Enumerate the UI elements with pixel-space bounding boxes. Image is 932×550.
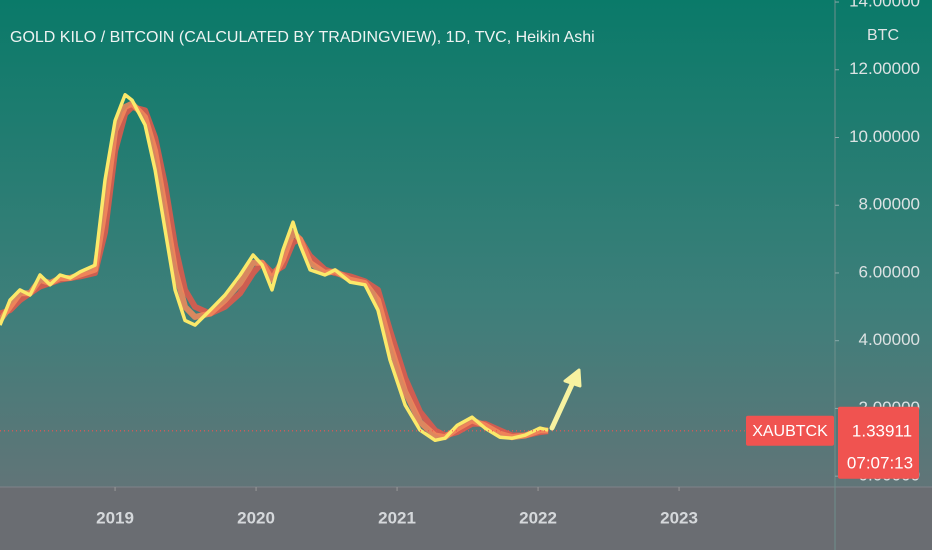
symbol-badge [746, 415, 834, 446]
countdown-label: 07:07:13 [847, 453, 913, 472]
chart-title: GOLD KILO / BITCOIN (CALCULATED BY TRADI… [10, 29, 595, 46]
x-tick-label: 2021 [378, 508, 416, 527]
y-unit: BTC [867, 27, 899, 44]
price-label: 1.33911 [852, 421, 912, 440]
y-tick-label: 10.00000 [849, 127, 920, 146]
arrow-head [563, 368, 582, 388]
x-tick-label: 2019 [96, 508, 134, 527]
x-tick-label: 2020 [237, 508, 275, 527]
symbol-label: XAUBTCK [752, 423, 828, 440]
x-tick-label: 2023 [660, 508, 698, 527]
time-axis-area [0, 487, 932, 550]
arrow-shaft [549, 377, 577, 431]
x-tick-label: 2022 [519, 508, 557, 527]
series-line [0, 93, 549, 443]
y-tick-label: 6.00000 [859, 262, 920, 281]
y-tick-label: 12.00000 [849, 59, 920, 78]
price-badge [838, 406, 919, 479]
y-tick-label: 14.00000 [849, 0, 920, 11]
y-tick-label: 8.00000 [859, 195, 920, 214]
y-tick-label: 4.00000 [859, 330, 920, 349]
